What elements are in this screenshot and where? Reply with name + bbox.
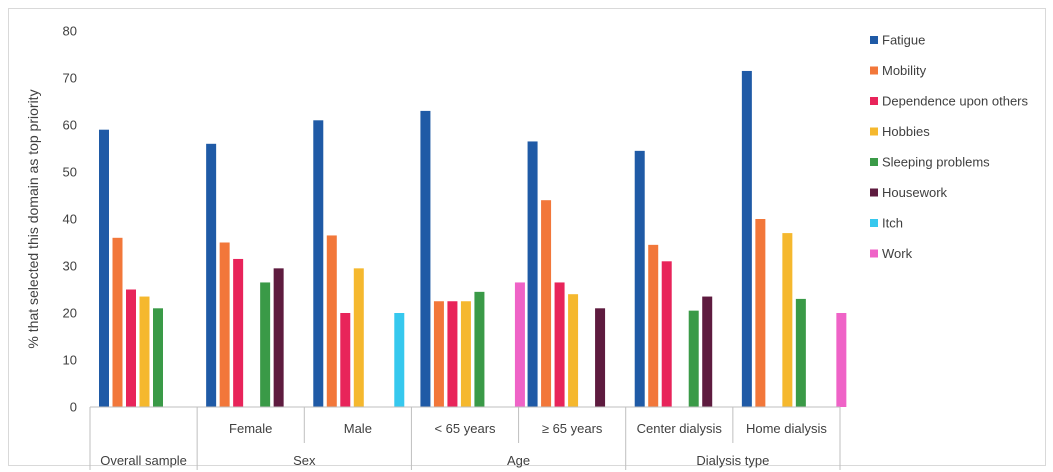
legend-label: Itch bbox=[882, 216, 903, 231]
category-label: Center dialysis bbox=[637, 421, 723, 436]
legend-label: Work bbox=[882, 246, 913, 261]
y-tick-label: 70 bbox=[63, 71, 77, 86]
bar bbox=[688, 310, 699, 407]
y-tick-label: 80 bbox=[63, 24, 77, 39]
legend-swatch bbox=[870, 36, 878, 44]
bar bbox=[782, 233, 793, 407]
legend-label: Fatigue bbox=[882, 33, 925, 48]
bar bbox=[420, 110, 431, 408]
bar bbox=[353, 268, 364, 407]
y-tick-label: 0 bbox=[70, 400, 77, 415]
bar bbox=[527, 141, 538, 407]
y-axis-title: % that selected this domain as top prior… bbox=[25, 89, 41, 348]
legend-swatch bbox=[870, 158, 878, 166]
legend-label: Mobility bbox=[882, 63, 927, 78]
bar bbox=[474, 291, 485, 407]
bar bbox=[206, 143, 217, 408]
bar bbox=[433, 301, 444, 407]
bar bbox=[595, 308, 606, 407]
legend-swatch bbox=[870, 249, 878, 258]
y-tick-label: 10 bbox=[63, 353, 77, 368]
legend-swatch bbox=[870, 66, 878, 75]
legend-label: Sleeping problems bbox=[882, 155, 990, 170]
group-label: Dialysis type bbox=[696, 453, 769, 468]
bar bbox=[634, 150, 645, 407]
y-tick-label: 50 bbox=[63, 165, 77, 180]
legend-swatch bbox=[870, 219, 878, 227]
y-tick-label: 60 bbox=[63, 118, 77, 133]
legend-swatch bbox=[870, 188, 878, 197]
bar bbox=[554, 282, 565, 407]
bar bbox=[153, 308, 163, 407]
bar bbox=[273, 268, 284, 407]
bar bbox=[99, 129, 109, 407]
group-label: Age bbox=[507, 453, 530, 468]
bar bbox=[836, 313, 847, 407]
bar bbox=[394, 313, 405, 407]
bar bbox=[514, 282, 525, 407]
category-label: < 65 years bbox=[434, 421, 496, 436]
bar bbox=[661, 261, 672, 407]
bar bbox=[755, 219, 766, 407]
legend-label: Dependence upon others bbox=[882, 94, 1029, 109]
category-label: ≥ 65 years bbox=[542, 421, 603, 436]
bar bbox=[795, 298, 806, 407]
group-label: Overall sample bbox=[100, 453, 187, 468]
bar bbox=[702, 296, 713, 407]
bar bbox=[139, 296, 150, 407]
bar bbox=[112, 237, 123, 407]
bar bbox=[260, 282, 271, 407]
bar bbox=[326, 235, 337, 407]
chart-frame bbox=[8, 8, 1046, 466]
legend-swatch bbox=[870, 127, 878, 136]
bar bbox=[313, 120, 324, 408]
bar bbox=[648, 244, 659, 407]
category-label: Male bbox=[344, 421, 372, 436]
category-label: Female bbox=[229, 421, 272, 436]
bar bbox=[126, 289, 136, 407]
group-label: Sex bbox=[293, 453, 316, 468]
bar bbox=[233, 258, 244, 407]
bar bbox=[741, 70, 752, 407]
bar bbox=[541, 200, 552, 407]
bar bbox=[460, 301, 471, 407]
legend-label: Hobbies bbox=[882, 124, 930, 139]
bar bbox=[568, 294, 579, 407]
bar bbox=[447, 301, 458, 407]
legend-swatch bbox=[870, 97, 878, 105]
y-tick-label: 30 bbox=[63, 259, 77, 274]
bar bbox=[219, 242, 230, 407]
legend-label: Housework bbox=[882, 185, 948, 200]
category-label: Home dialysis bbox=[746, 421, 827, 436]
y-tick-label: 20 bbox=[63, 306, 77, 321]
y-tick-label: 40 bbox=[63, 212, 77, 227]
bar bbox=[340, 313, 351, 407]
